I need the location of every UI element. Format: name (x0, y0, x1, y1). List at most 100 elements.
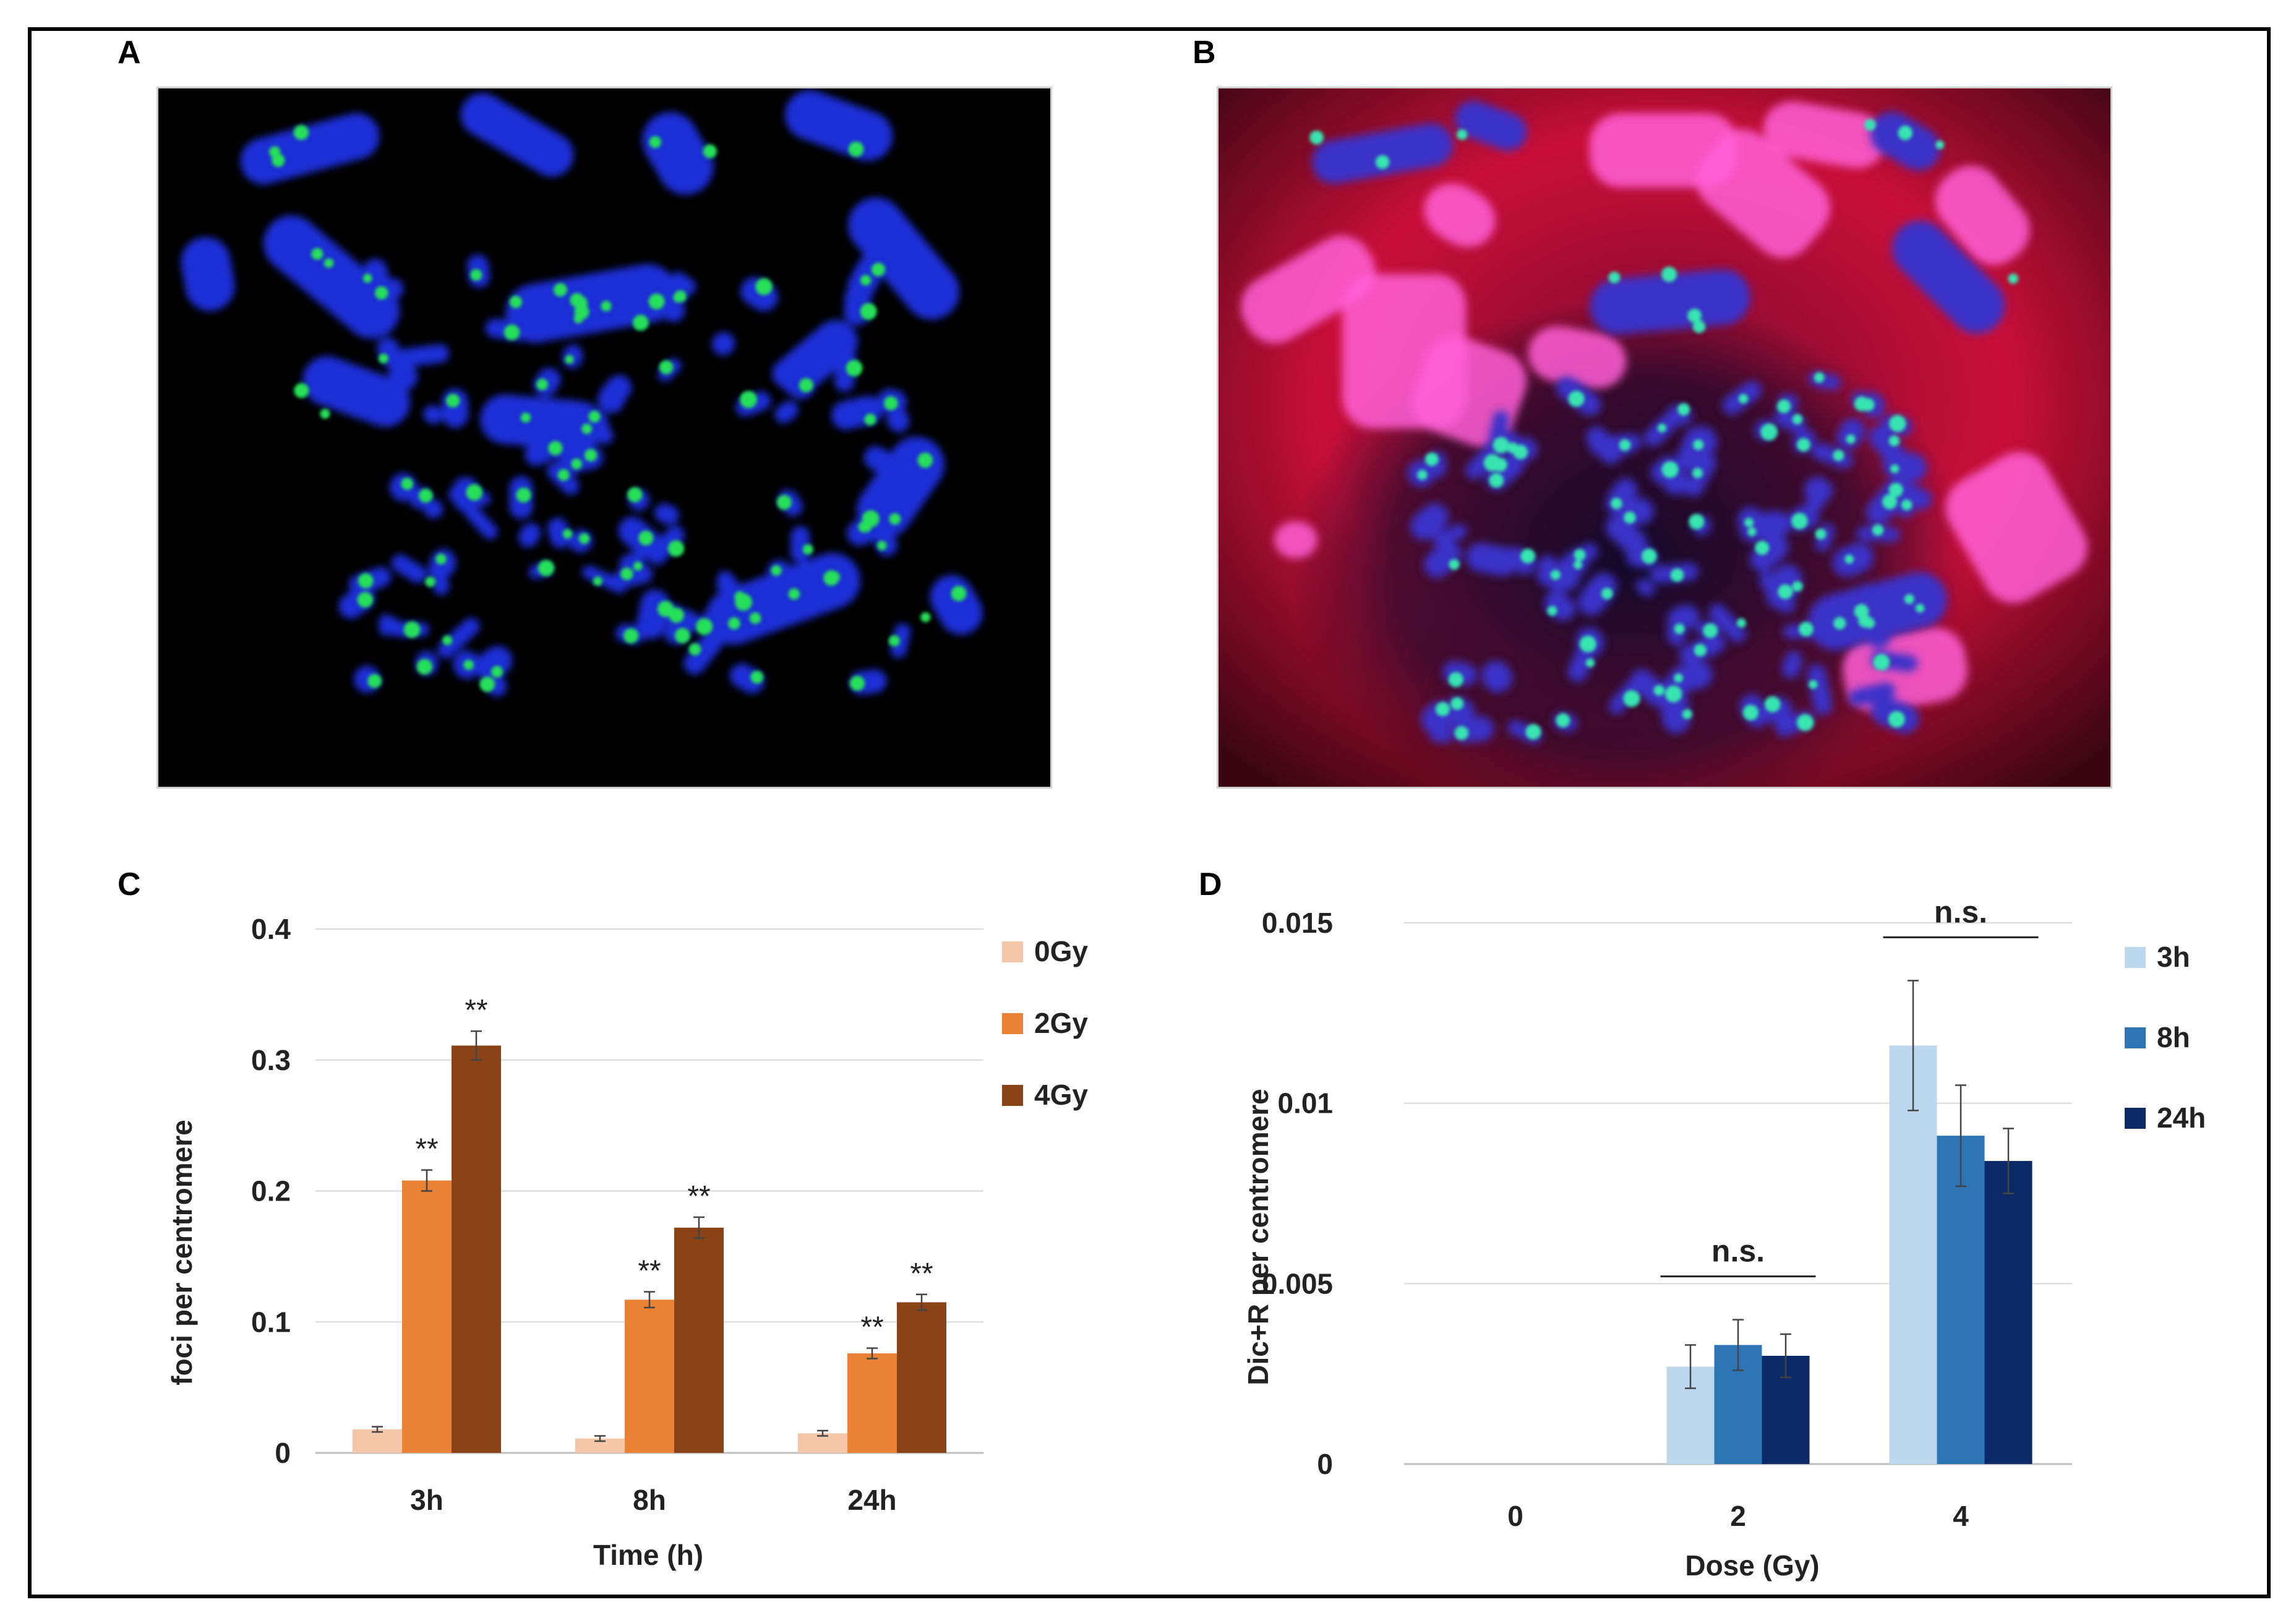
centromere-focus (1889, 415, 1906, 432)
chromosome (642, 112, 714, 195)
centromere-focus (1493, 437, 1510, 453)
centromere-focus (862, 510, 880, 528)
x-tick-label: 8h (633, 1484, 666, 1516)
centromere-focus (1882, 494, 1898, 510)
centromere-focus (1670, 568, 1684, 582)
chromosome (1807, 664, 1832, 715)
centromere-focus (378, 353, 388, 364)
chromosome (774, 401, 799, 424)
centromere-focus (1601, 588, 1613, 600)
annotation-label: n.s. (1934, 894, 1987, 929)
legend-label: 24h (2157, 1102, 2206, 1134)
legend-label: 0Gy (1034, 935, 1088, 967)
centromere-focus (750, 670, 764, 684)
centromere-focus (846, 359, 863, 377)
centromere-focus (860, 275, 872, 286)
centromere-focus (1694, 644, 1707, 657)
stained-chromosome (1695, 129, 1830, 258)
chromosome (1481, 661, 1512, 693)
centromere-focus (649, 136, 661, 148)
centromere-focus (1574, 549, 1586, 561)
centromere-focus (1513, 445, 1528, 460)
bar (674, 1227, 724, 1453)
chromosome (1804, 476, 1830, 503)
centromere-focus (425, 576, 436, 588)
chromosome (475, 646, 513, 681)
bar (625, 1300, 674, 1453)
centromere-focus (548, 440, 563, 456)
centromere-focus (1623, 690, 1640, 708)
centromere-focus (695, 618, 713, 635)
centromere-focus (627, 487, 643, 503)
chart-c-y-axis-title: foci per centromere (166, 1120, 198, 1385)
centromere-focus (1573, 560, 1583, 570)
centromere-focus (294, 383, 309, 398)
chromosome (654, 503, 679, 525)
chart-d-error-bars (1685, 980, 2014, 1389)
centromere-focus (1692, 468, 1703, 479)
x-tick-label: 3h (410, 1484, 443, 1516)
bar (353, 1429, 402, 1453)
chromosome (711, 332, 735, 356)
chromosome (848, 197, 959, 320)
chromosome (1312, 123, 1453, 184)
x-tick-label: 24h (847, 1484, 896, 1516)
chromosome (740, 277, 778, 312)
centromere-focus (1489, 473, 1504, 488)
chromosome (890, 623, 911, 658)
centromere-focus (1796, 714, 1814, 731)
chromosome (437, 617, 480, 659)
chart-d-y-axis-title: Dic+R per centromere (1242, 1089, 1274, 1385)
legend-label: 2Gy (1034, 1007, 1088, 1039)
centromere-focus (1703, 623, 1718, 638)
chart-d-bars (1666, 1045, 2033, 1464)
centromere-focus (633, 561, 643, 571)
y-tick-label: 0 (1317, 1448, 1333, 1480)
centromere-focus (884, 396, 898, 411)
chromosome (423, 405, 443, 424)
chromosome (1466, 542, 1518, 576)
chart-c-error-bars (372, 1030, 927, 1442)
y-tick-label: 0.005 (1262, 1267, 1333, 1300)
chart-c-xticks: 3h 8h 24h (410, 1484, 896, 1516)
chart-c-significance: ** ** ** ** ** ** (415, 994, 933, 1343)
centromere-focus (323, 258, 334, 268)
centromere-focus (584, 448, 598, 462)
stained-chromosome (1945, 452, 2088, 603)
centromere-focus (479, 676, 495, 692)
legend-label: 3h (2157, 941, 2190, 973)
centromere-focus (1888, 482, 1903, 497)
chromosome (1708, 604, 1747, 643)
bar (452, 1045, 501, 1453)
chromosome (1864, 606, 1891, 649)
centromere-focus (727, 617, 740, 630)
significance-marker: ** (910, 1257, 933, 1290)
centromere-focus (574, 296, 588, 310)
centromere-focus (1448, 672, 1463, 687)
chromosome (1811, 443, 1853, 469)
centromere-focus (1424, 452, 1439, 466)
y-tick-label: 0 (275, 1437, 291, 1469)
bar (402, 1180, 452, 1453)
stained-chromosome (1241, 236, 1376, 343)
legend-swatch (2125, 1108, 2146, 1129)
centromere-focus (588, 410, 601, 423)
annotation-label: n.s. (1711, 1234, 1765, 1269)
centromere-focus (1791, 513, 1808, 529)
bar (1984, 1161, 2033, 1464)
y-tick-label: 0.3 (251, 1044, 291, 1076)
panel-label-d: D (1199, 867, 1222, 902)
y-tick-label: 0.1 (251, 1306, 291, 1338)
centromere-focus (1309, 130, 1324, 145)
chromosome (1848, 682, 1895, 706)
y-tick-label: 0.01 (1277, 1087, 1333, 1120)
centromere-focus (557, 469, 570, 481)
centromere-focus (1624, 512, 1636, 524)
centromere-focus (1585, 658, 1595, 667)
chromosome (683, 629, 724, 675)
centromere-focus (1547, 606, 1557, 616)
centromere-focus (632, 314, 649, 331)
centromere-focus (311, 247, 323, 260)
centromere-focus (1760, 423, 1778, 441)
centromere-focus (401, 477, 414, 490)
